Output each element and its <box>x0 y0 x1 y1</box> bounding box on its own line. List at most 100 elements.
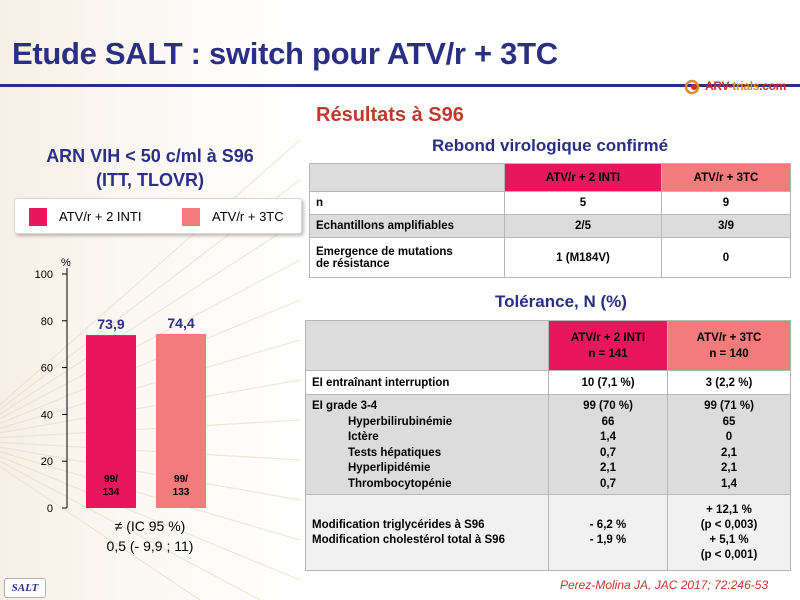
value-line: 0,7 <box>600 477 616 490</box>
value-line: 99 (71 %) <box>704 400 754 412</box>
rebound-table-title: Rebond virologique confirmé <box>432 136 669 155</box>
value-line: 2,1 <box>721 446 737 459</box>
value-line: 0,7 <box>600 446 616 459</box>
value-line: 99 (70 %) <box>583 400 633 412</box>
cell-value: 9 <box>661 191 791 215</box>
header-cell: ATV/r + 3TC n = 140 <box>667 320 791 371</box>
value-line: (p < 0,001) <box>700 548 758 561</box>
header-line2: n = 140 <box>709 347 749 360</box>
sub-label: Tests hépatiques <box>348 446 442 459</box>
bar-1 <box>86 335 136 508</box>
row-label: Echantillons amplifiables <box>309 214 505 238</box>
cell-value: + 12,1 % (p < 0,003) + 5,1 % (p < 0,001) <box>667 494 791 571</box>
sub-label: Hyperlipidémie <box>348 462 431 474</box>
logo-swirl-icon <box>684 79 700 95</box>
row-label: EI entraînant interruption <box>305 370 549 395</box>
header-line2: n = 141 <box>588 347 628 360</box>
row-label: Emergence de mutations de résistance <box>309 237 505 278</box>
cell-value: 5 <box>504 191 662 215</box>
results-heading: Résultats à S96 <box>316 104 464 126</box>
title-divider <box>0 84 800 87</box>
table-row: n 5 9 <box>309 191 791 215</box>
logo-suffix: .com <box>759 79 786 93</box>
sub-label: Thrombocytopénie <box>348 477 452 490</box>
header-cell: ATV/r + 3TC <box>661 163 791 192</box>
chart-heading-line1: ARN VIH < 50 c/ml à S96 <box>46 146 254 166</box>
table-row: Modification triglycérides à S96 Modific… <box>305 494 791 571</box>
cell-value: 3/9 <box>661 214 791 238</box>
value-line: + 5,1 % <box>709 533 749 546</box>
chart-heading-line2: (ITT, TLOVR) <box>96 170 204 190</box>
header-line1: ATV/r + 2 INTI <box>570 331 646 344</box>
table-row: Emergence de mutations de résistance 1 (… <box>309 237 791 278</box>
cell-value: 0 <box>661 237 791 278</box>
legend-label: ATV/r + 2 INTI <box>59 209 142 224</box>
legend-swatch-salmon <box>182 208 200 226</box>
sub-label: Ictère <box>348 431 379 443</box>
difference-value: 0,5 (- 9,9 ; 11) <box>106 538 194 554</box>
header-cell: ATV/r + 2 INTI <box>504 163 662 192</box>
table-header-row: ATV/r + 2 INTI ATV/r + 3TC <box>309 163 791 192</box>
value-line: 66 <box>601 415 615 428</box>
bar-count-label: 134 <box>103 487 120 498</box>
bar-value-label: 73,9 <box>97 316 124 332</box>
slide-title: Etude SALT : switch pour ATV/r + 3TC <box>12 36 558 71</box>
lipid-label-2: Modification cholestérol total à S96 <box>312 533 505 546</box>
y-tick-label: 40 <box>41 409 53 421</box>
table-row: EI entraînant interruption 10 (7,1 %) 3 … <box>305 370 791 395</box>
bar-count-label: 133 <box>173 487 190 498</box>
bar-2 <box>156 333 206 508</box>
header-cell: ATV/r + 2 INTI n = 141 <box>548 320 668 371</box>
value-line: + 12,1 % <box>706 503 752 516</box>
cell-value: 2/5 <box>504 214 662 238</box>
rebound-table: ATV/r + 2 INTI ATV/r + 3TC n 5 9 Echanti… <box>309 163 791 278</box>
bar-value-label: 74,4 <box>167 315 194 331</box>
legend-label: ATV/r + 3TC <box>212 209 284 224</box>
header-line1: ATV/r + 3TC <box>696 331 762 344</box>
cell-value: 1 (M184V) <box>504 237 662 278</box>
y-axis-unit: % <box>61 257 71 269</box>
table-row: Echantillons amplifiables 2/5 3/9 <box>309 214 791 238</box>
table-header-row: ATV/r + 2 INTI n = 141 ATV/r + 3TC n = 1… <box>305 320 791 371</box>
value-line: (p < 0,003) <box>700 518 758 531</box>
bar-count-label: 99/ <box>174 474 188 485</box>
value-line: 2,1 <box>721 462 737 474</box>
y-tick-label: 100 <box>35 269 53 281</box>
value-line: 2,1 <box>600 462 616 474</box>
chart-legend: ATV/r + 2 INTI ATV/r + 3TC <box>14 198 302 234</box>
y-tick-label: 80 <box>41 316 53 328</box>
row-label: EI grade 3-4 Hyperbilirubinémie Ictère T… <box>305 394 549 495</box>
y-tick-label: 60 <box>41 363 53 375</box>
y-tick-label: 20 <box>41 456 53 468</box>
citation: Perez-Molina JA, JAC 2017; 72:246-53 <box>560 578 769 592</box>
value-line: 0 <box>725 431 733 443</box>
cell-value: 99 (70 %) 66 1,4 0,7 2,1 0,7 <box>548 394 668 495</box>
value-line: - 6,2 % <box>589 518 627 531</box>
header-empty-cell <box>309 163 505 192</box>
tolerance-table: ATV/r + 2 INTI n = 141 ATV/r + 3TC n = 1… <box>305 320 791 571</box>
cell-value: 3 (2,2 %) <box>667 370 791 395</box>
value-line: 65 <box>722 415 736 428</box>
table-row: EI grade 3-4 Hyperbilirubinémie Ictère T… <box>305 394 791 495</box>
logo-accent: trials <box>732 79 760 93</box>
bar-chart: % 0 20 40 60 80 100 73,9 99/134 74,4 99/133 <box>35 257 206 515</box>
row-label: Modification triglycérides à S96 Modific… <box>305 494 549 571</box>
sub-label: Hyperbilirubinémie <box>348 415 453 428</box>
legend-swatch-pink <box>29 208 47 226</box>
value-line: 1,4 <box>721 477 737 490</box>
bar-count-label: 99/ <box>104 474 118 485</box>
chart-heading: ARN VIH < 50 c/ml à S96 (ITT, TLOVR) <box>20 144 280 192</box>
row-label-line2: de résistance <box>316 257 390 270</box>
salt-badge: SALT <box>4 578 46 598</box>
lipid-label-1: Modification triglycérides à S96 <box>312 518 485 531</box>
logo-main: ARV- <box>705 79 733 93</box>
y-tick-label: 0 <box>47 503 53 515</box>
cell-value: - 6,2 % - 1,9 % <box>548 494 668 571</box>
grade34-label: EI grade 3-4 <box>312 400 378 412</box>
value-line: 1,4 <box>600 431 616 443</box>
value-line: - 1,9 % <box>589 533 627 546</box>
tolerance-table-title: Tolérance, N (%) <box>495 292 627 311</box>
arv-trials-logo: ARV-trials.com <box>684 76 796 98</box>
cell-value: 10 (7,1 %) <box>548 370 668 395</box>
header-empty-cell <box>305 320 549 371</box>
